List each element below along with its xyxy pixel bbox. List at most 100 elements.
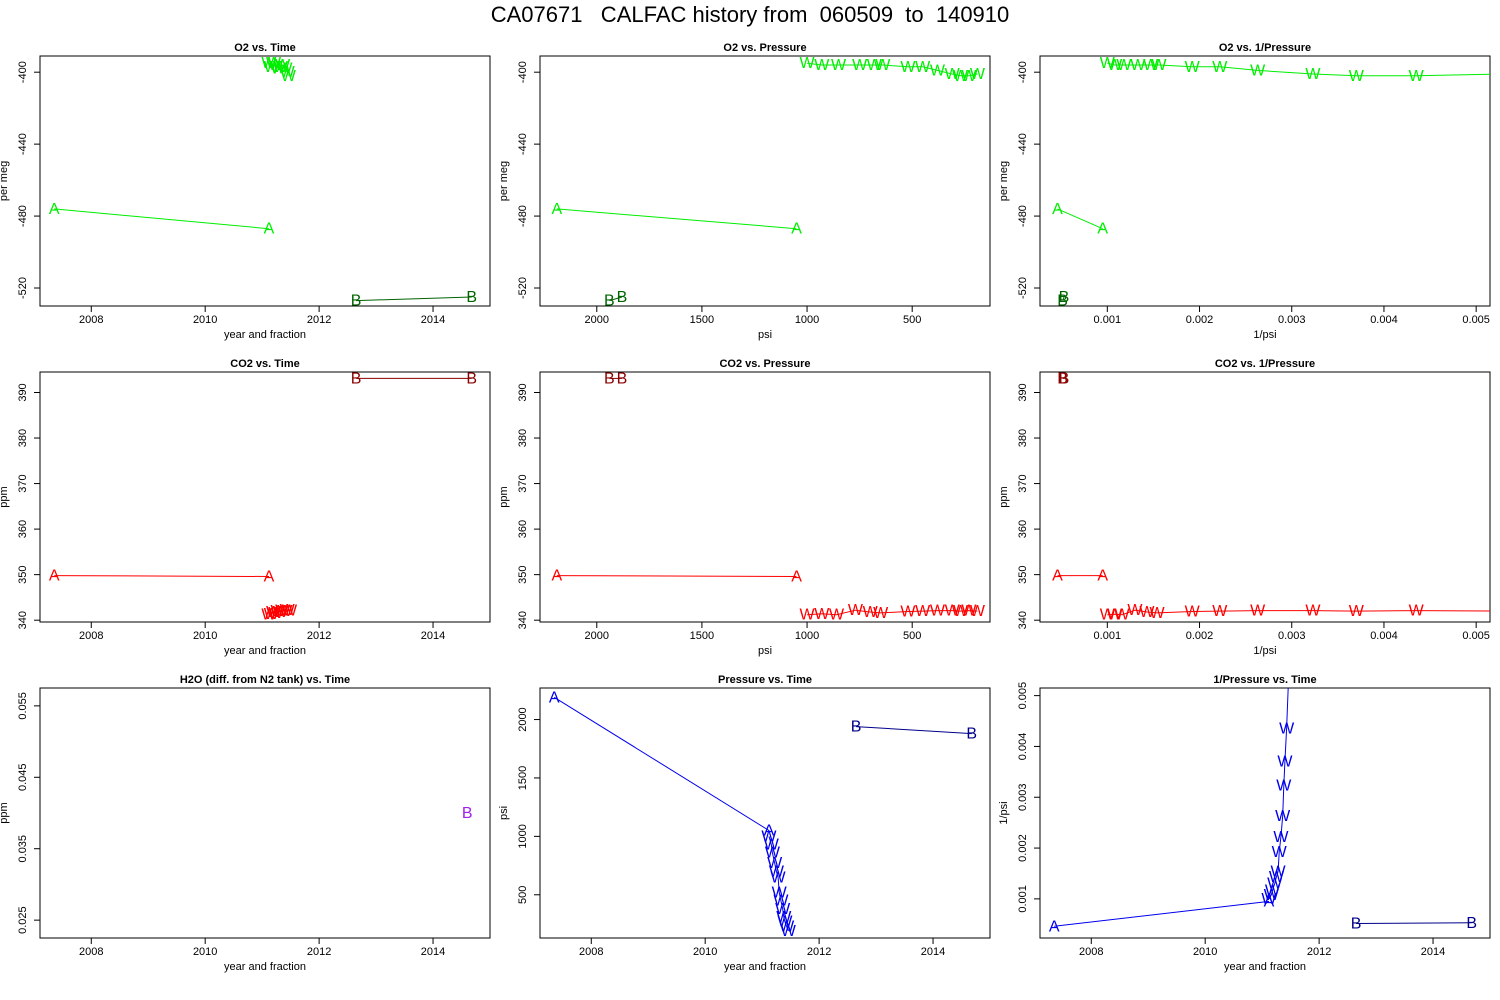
y-tick-label: 340 [17, 611, 29, 629]
data-point: W [273, 59, 289, 76]
data-point: W [814, 57, 830, 74]
panel-title: Pressure vs. Time [718, 674, 812, 686]
y-tick-label: 380 [1017, 429, 1029, 447]
y-tick-label: 390 [1017, 383, 1029, 401]
plot-frame [539, 687, 991, 939]
plot-frame [1039, 55, 1491, 307]
y-tick-label: 370 [1017, 474, 1029, 492]
data-point: B [351, 370, 362, 387]
data-point: A [1049, 918, 1060, 935]
page-title: CA07671 CALFAC history from 060509 to 14… [490, 2, 1010, 27]
data-point: W [1116, 57, 1132, 74]
data-point: W [261, 607, 277, 624]
data-point: W [1250, 603, 1266, 620]
series-line [1107, 609, 1490, 616]
data-point: W [268, 605, 284, 622]
data-point: B [604, 370, 615, 387]
data-point: W [1275, 808, 1291, 825]
data-point: W [953, 603, 969, 620]
series-line [268, 609, 290, 616]
y-tick-label: 1500 [517, 766, 529, 790]
data-point: B [462, 805, 473, 822]
data-point: A [1264, 893, 1275, 910]
data-point: W [1277, 754, 1293, 771]
x-tick-label: 0.001 [1094, 314, 1122, 326]
y-axis-label: 1/psi [998, 801, 1010, 824]
data-point: A [551, 568, 562, 585]
data-point: W [1409, 603, 1425, 620]
data-point: W [1349, 603, 1365, 620]
data-point: W [1261, 891, 1277, 908]
data-point: W [275, 57, 291, 74]
y-tick-label: 340 [517, 611, 529, 629]
data-point: W [1272, 844, 1288, 861]
y-tick-label: 380 [17, 429, 29, 447]
x-tick-label: 2000 [585, 314, 609, 326]
data-point: A [264, 221, 275, 238]
panel-title: CO2 vs. Time [230, 358, 300, 370]
data-point: B [1057, 370, 1068, 387]
data-point: W [852, 57, 868, 74]
y-tick-label: 0.003 [1017, 783, 1029, 811]
y-axis-label: ppm [998, 486, 1010, 507]
data-point: W [779, 918, 795, 935]
data-point: B [351, 293, 362, 310]
data-point: B [966, 726, 977, 743]
x-tick-label: 2010 [193, 630, 217, 642]
data-point: A [764, 823, 775, 840]
x-tick-label: 2014 [1421, 946, 1445, 958]
x-tick-label: 2008 [79, 314, 103, 326]
series-line [1107, 62, 1490, 77]
panel-title: 1/Pressure vs. Time [1213, 674, 1316, 686]
data-point: W [961, 68, 977, 85]
x-tick-label: 0.004 [1370, 314, 1398, 326]
series-line [356, 296, 472, 302]
series-line [1062, 296, 1065, 301]
data-point: W [1107, 606, 1123, 623]
data-point: W [1409, 68, 1425, 85]
data-point: W [1267, 876, 1283, 893]
series-line [856, 726, 972, 735]
data-point: B [604, 293, 615, 310]
data-point: W [1185, 604, 1201, 621]
y-tick-label: 0.045 [17, 764, 29, 792]
y-tick-label: -480 [17, 205, 29, 227]
series-line [556, 208, 797, 230]
y-tick-label: 0.005 [1017, 682, 1029, 710]
x-tick-label: 2008 [79, 946, 103, 958]
data-point: W [277, 61, 293, 78]
data-point: W [900, 59, 916, 76]
data-point: W [1150, 605, 1166, 622]
data-point: B [1059, 289, 1070, 306]
series-line [807, 609, 978, 616]
data-point: A [791, 221, 802, 238]
data-point: W [945, 603, 961, 620]
x-tick-label: 0.004 [1370, 630, 1398, 642]
data-layer: B [462, 805, 473, 822]
data-point: B [1059, 370, 1070, 387]
data-point: B [466, 370, 477, 387]
data-point: W [915, 59, 931, 76]
y-tick-label: 390 [17, 383, 29, 401]
x-tick-label: 1000 [795, 314, 819, 326]
data-point: W [1349, 68, 1365, 85]
data-point: W [1273, 829, 1289, 846]
x-tick-label: 2010 [193, 314, 217, 326]
x-tick-label: 2010 [693, 946, 717, 958]
x-tick-label: 0.003 [1278, 314, 1306, 326]
x-tick-label: 500 [903, 630, 921, 642]
series-line [1268, 688, 1289, 900]
y-axis-label: ppm [0, 486, 10, 507]
data-point: A [264, 568, 275, 585]
x-tick-label: 2012 [307, 946, 331, 958]
panel-title: CO2 vs. Pressure [719, 358, 810, 370]
data-point: W [930, 603, 946, 620]
x-tick-label: 0.001 [1094, 630, 1122, 642]
data-point: W [261, 55, 277, 72]
data-point: W [1139, 604, 1155, 621]
y-tick-label: -440 [517, 133, 529, 155]
data-point: W [961, 603, 977, 620]
